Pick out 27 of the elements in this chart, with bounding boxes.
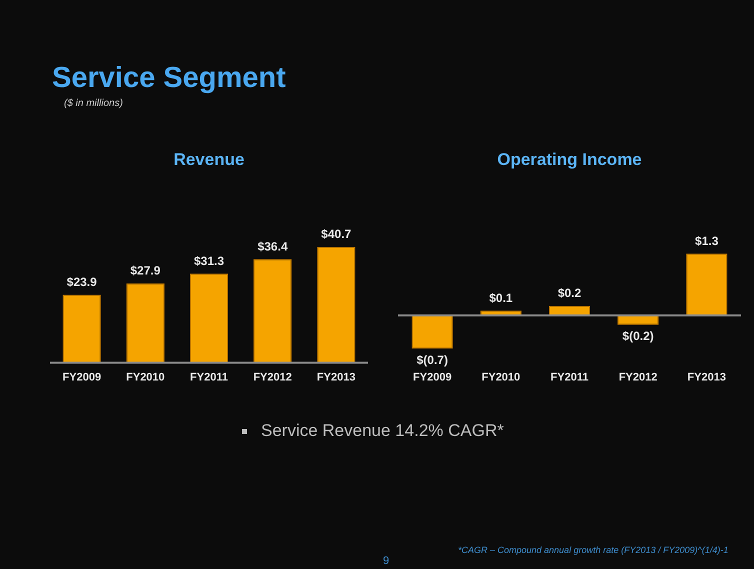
- x-tick-label: FY2011: [190, 371, 228, 384]
- x-tick-label: FY2010: [482, 371, 520, 384]
- data-label: $36.4: [258, 239, 288, 254]
- text: Service Revenue 14.2% CAGR*: [261, 421, 504, 440]
- data-label: $(0.2): [622, 329, 654, 344]
- text: Service Segment: [52, 62, 286, 95]
- text: 9: [383, 555, 390, 567]
- data-label: $40.7: [321, 227, 352, 242]
- data-label: $0.1: [489, 290, 513, 305]
- x-tick-label: FY2012: [618, 371, 658, 384]
- chart-title: Revenue: [174, 150, 244, 169]
- x-tick-label: FY2012: [253, 371, 292, 384]
- data-label: $23.9: [66, 275, 98, 290]
- text: ($ in millions): [64, 98, 123, 109]
- data-label: $0.2: [558, 286, 582, 300]
- x-tick-label: FY2010: [126, 371, 165, 384]
- x-tick-label: FY2009: [62, 371, 102, 384]
- data-label: $(0.7): [416, 352, 448, 367]
- x-tick-label: FY2013: [316, 371, 356, 384]
- x-tick-label: FY2013: [687, 371, 726, 384]
- x-tick-label: FY2011: [550, 371, 588, 384]
- data-label: $1.3: [695, 234, 719, 248]
- chart-title: Operating Income: [497, 150, 642, 169]
- text: *CAGR – Compound annual growth rate (FY2013 / FY2009)^(1/4)-1: [458, 545, 728, 555]
- x-tick-label: FY2009: [413, 371, 452, 384]
- data-label: $31.3: [194, 254, 224, 268]
- data-label: $27.9: [130, 264, 161, 278]
